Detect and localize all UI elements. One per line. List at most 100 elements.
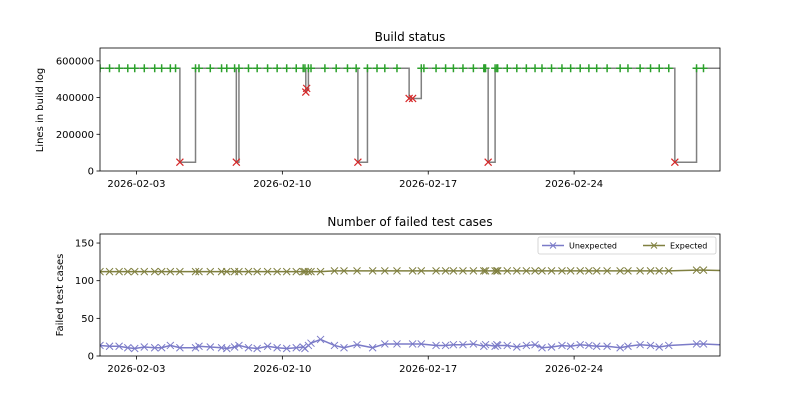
success-marker [636,64,645,73]
expected-point [699,266,708,275]
plot-frame [99,47,721,172]
unexpected-point [741,344,748,351]
success-marker [557,64,566,73]
expected-point [692,266,701,275]
unexpected-point [566,342,575,351]
success-marker [140,64,149,73]
unexpected-point [655,343,664,351]
unexpected-point [273,343,281,352]
unexpected-point [123,343,132,352]
success-marker [352,64,361,73]
unexpected-point [150,343,159,352]
success-marker [566,64,575,73]
success-marker [732,64,740,72]
legend: Unexpected Expected [537,236,717,255]
build-step-line [100,67,720,163]
expected-point [408,267,417,275]
y-tick-label: 600000 [56,56,94,67]
failure-marker [302,84,311,93]
unexpected-point [166,341,175,350]
expected-point [547,267,556,275]
expected-point [531,267,539,275]
success-marker [363,64,372,73]
y-tick-label: 150 [75,239,94,250]
unexpected-point [493,341,502,350]
expected-point [307,267,315,276]
success-marker [115,64,124,73]
unexpected-point [636,340,644,349]
success-marker [282,64,291,73]
success-marker [584,64,593,73]
x-tick-label: 2026-02-03 [107,364,165,375]
success-marker [441,64,450,73]
unexpected-point [115,342,123,351]
success-marker [343,64,352,73]
expected-point [741,267,748,274]
legend-box [537,236,717,255]
unexpected-point [292,343,301,352]
success-marker [419,64,428,73]
unexpected-point [646,341,655,350]
build-status-axes: 0 200000 400000 600000 2026-02-03 2026-02-10 2… [56,47,721,190]
failure-marker [353,158,362,167]
expected-point [157,267,166,276]
success-marker [646,64,655,73]
expected-point [449,267,458,275]
failed-tests-ylabel: Failed test cases [55,254,66,337]
success-marker [157,64,166,73]
success-marker [171,64,180,73]
y-tick-label: 200000 [56,130,94,141]
unexpected-point [603,342,611,351]
success-marker [244,64,253,73]
unexpected-point [130,344,139,353]
unexpected-point [750,343,757,350]
success-marker [692,64,701,73]
build-status-ylabel: Lines in build log [35,68,46,153]
success-marker [253,64,262,73]
unexpected-point [503,341,512,350]
success-marker [740,64,748,72]
success-marker [194,64,203,73]
failure-marker [232,158,241,167]
x-tick-label: 2026-02-24 [545,364,603,375]
expected-point [140,267,149,276]
expected-point [493,267,502,275]
unexpected-point [481,340,490,349]
unexpected-point [692,340,701,348]
unexpected-point [547,343,556,351]
unexpected-point [353,340,361,349]
x-tick-label: 2026-02-24 [545,179,603,190]
unexpected-point [664,341,673,350]
expected-point [353,267,361,275]
expected-point [282,267,291,276]
unexpected-point [449,340,458,349]
expected-point [235,267,243,276]
y-tick-label: 100 [75,276,94,287]
expected-point [100,267,104,276]
success-marker [616,64,625,73]
unexpected-point [469,340,478,348]
success-marker [576,64,585,73]
failure-marker [405,94,414,103]
failure-marker [670,158,679,167]
build-status-panel: Build status Lines in build log 0 200000 4… [35,30,748,190]
success-marker [234,64,243,73]
failed-tests-panel: Number of failed test cases Failed test … [55,215,757,375]
expected-point [616,267,624,275]
success-marker [380,64,389,73]
failure-marker [175,158,184,167]
expected-point [479,267,488,275]
y-tick-label: 0 [88,167,94,178]
unexpected-point [585,341,593,350]
expected-point [253,267,262,276]
unexpected-point [538,343,546,352]
expected-point [441,267,450,275]
failure-marker [484,158,493,167]
unexpected-point [340,343,348,352]
success-marker [664,64,673,73]
success-marker [150,64,159,73]
success-marker [307,64,316,73]
success-marker [130,64,139,73]
unexpected-point [408,340,417,348]
expected-point [636,267,644,275]
